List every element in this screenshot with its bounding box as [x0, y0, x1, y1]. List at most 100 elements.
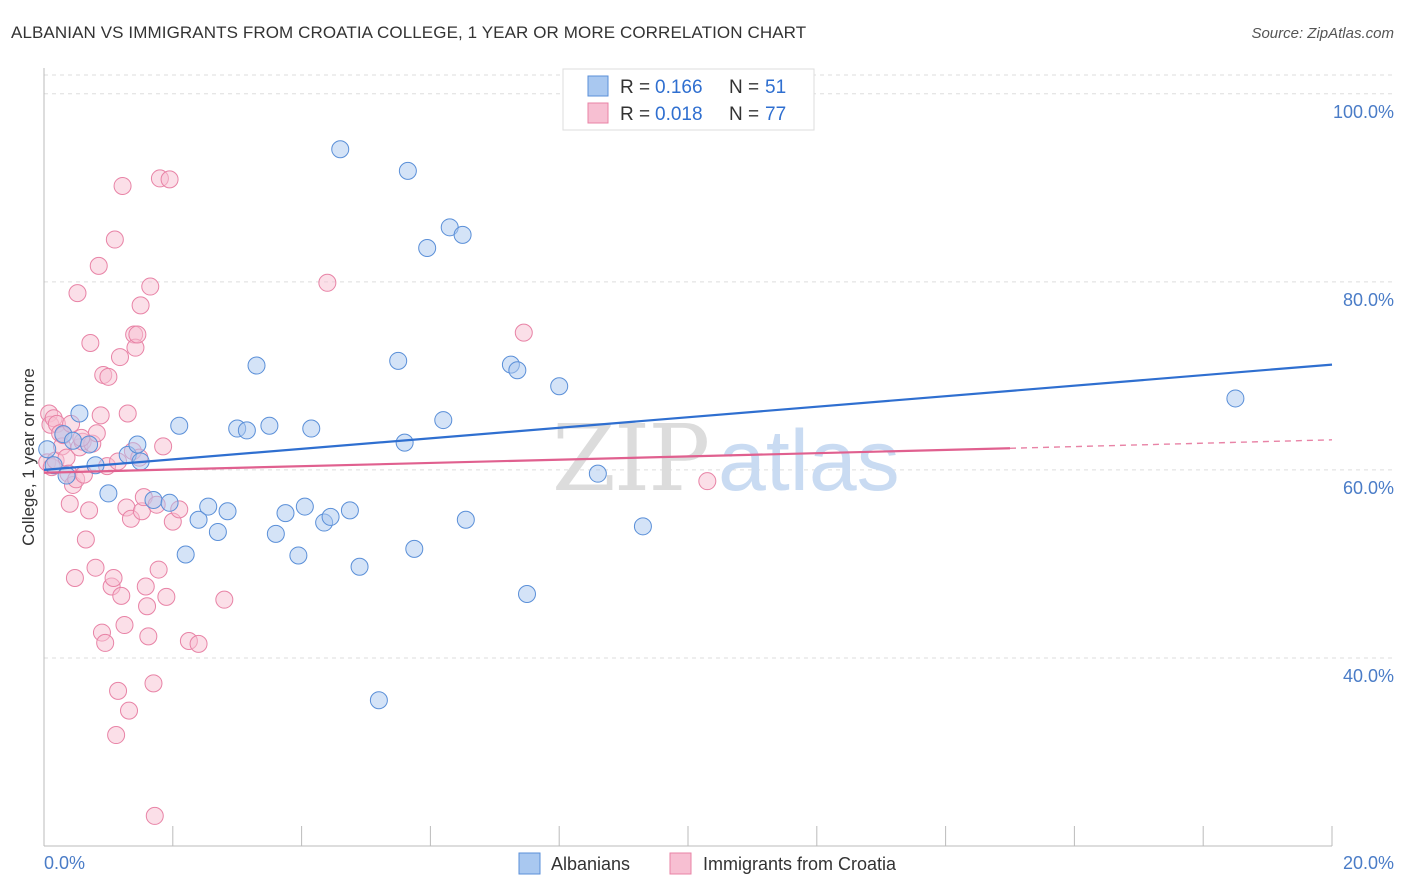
albanians-point-33 [350, 557, 369, 576]
legend-r-label-croatia: R = [620, 104, 650, 125]
bottom-legend-label-croatia: Immigrants from Croatia [703, 854, 897, 874]
albanians-point-38 [405, 539, 424, 558]
albanians-point-16 [189, 510, 208, 529]
croatia-point-55 [136, 577, 155, 596]
albanians-point-10 [128, 435, 147, 454]
legend-n-value-croatia: 77 [765, 104, 786, 125]
croatia-point-64 [154, 437, 173, 456]
albanians-point-36 [395, 433, 414, 452]
albanians-point-6 [80, 435, 99, 454]
y-tick-label-0: 40.0% [1343, 666, 1394, 686]
albanians-point-19 [218, 502, 237, 521]
legend-swatch-albanians [587, 75, 609, 97]
bottom-legend-label-albanians: Albanians [551, 854, 630, 874]
albanians-point-45 [508, 361, 527, 380]
albanians-point-35 [389, 351, 408, 370]
albanians-point-47 [550, 377, 569, 396]
croatia-point-33 [99, 367, 118, 386]
croatia-point-44 [118, 404, 137, 423]
croatia-point-66 [160, 170, 179, 189]
croatia-point-71 [215, 590, 234, 609]
croatia-point-65 [157, 587, 176, 606]
croatia-point-72 [318, 273, 337, 292]
albanians-point-21 [237, 421, 256, 440]
albanians-point-28 [302, 419, 321, 438]
legend-r-value-croatia: 0.018 [655, 104, 703, 125]
croatia-point-45 [120, 701, 139, 720]
albanians-point-31 [331, 140, 350, 159]
croatia-point-57 [139, 627, 158, 646]
legend-n-label-albanians: N = [729, 77, 759, 98]
watermark-atlas: atlas [718, 413, 900, 509]
albanians-point-34 [369, 691, 388, 710]
y-tick-labels: 40.0% 60.0% 80.0% 100.0% [1333, 102, 1394, 686]
albanians-point-43 [456, 510, 475, 529]
croatia-point-62 [149, 560, 168, 579]
y-axis-label: College, 1 year or more [19, 368, 38, 546]
croatia-point-21 [76, 530, 95, 549]
albanians-point-39 [418, 239, 437, 258]
watermark: ZIP atlas [552, 405, 900, 512]
legend-n-label-croatia: N = [729, 104, 759, 125]
croatia-point-23 [81, 333, 100, 352]
croatia-point-56 [138, 597, 157, 616]
croatia-point-37 [107, 726, 126, 745]
croatia-point-35 [104, 569, 123, 588]
albanians-point-37 [398, 161, 417, 180]
croatia-point-42 [115, 616, 134, 635]
croatia-point-52 [131, 296, 150, 315]
croatia-point-38 [109, 681, 128, 700]
albanians-point-14 [170, 416, 189, 435]
albanians-point-12 [144, 490, 163, 509]
series-albanians [38, 140, 1245, 710]
albanians-point-26 [289, 546, 308, 565]
albanians-point-42 [453, 225, 472, 244]
albanians-point-5 [70, 404, 89, 423]
croatia-point-36 [105, 230, 124, 249]
albanians-point-46 [518, 585, 536, 604]
x-tick-label-min: 0.0% [44, 853, 85, 873]
croatia-point-28 [91, 406, 110, 425]
albanians-point-15 [176, 545, 195, 564]
y-tick-label-1: 60.0% [1343, 478, 1394, 498]
croatia-point-70 [189, 634, 208, 653]
croatia-point-50 [128, 325, 147, 344]
x-tick-marks [43, 826, 1333, 846]
albanians-point-24 [266, 524, 285, 543]
albanians-point-27 [295, 497, 314, 516]
croatia-point-12 [60, 494, 79, 513]
trend-line-albanians [43, 363, 1333, 471]
croatia-point-60 [145, 806, 164, 825]
legend-r-label-albanians: R = [620, 77, 650, 98]
albanians-point-0 [38, 440, 57, 459]
albanians-point-22 [247, 356, 266, 375]
trend-line-immigrants-from-croatia [43, 447, 1011, 474]
albanians-point-48 [588, 464, 607, 483]
legend: R = 0.166 N = 51 R = 0.018 N = 77 [562, 68, 815, 131]
croatia-point-31 [96, 633, 115, 652]
croatia-point-22 [80, 501, 99, 520]
bottom-legend-swatch-immigrants-from-croatia [669, 852, 692, 875]
croatia-point-17 [68, 284, 87, 303]
croatia-point-40 [112, 586, 131, 605]
croatia-point-41 [113, 176, 132, 195]
albanians-point-32 [340, 501, 359, 520]
albanians-point-30 [321, 507, 340, 526]
albanians-point-13 [160, 493, 179, 512]
y-tick-label-2: 80.0% [1343, 290, 1394, 310]
albanians-point-17 [199, 497, 218, 516]
albanians-point-25 [276, 504, 295, 523]
legend-n-value-albanians: 51 [765, 77, 786, 98]
croatia-point-25 [86, 558, 105, 577]
chart-title: ALBANIAN VS IMMIGRANTS FROM CROATIA COLL… [11, 23, 806, 42]
croatia-point-74 [698, 472, 717, 491]
croatia-point-39 [110, 348, 129, 367]
albanians-point-4 [63, 431, 82, 450]
albanians-point-18 [208, 522, 227, 541]
y-tick-label-3: 100.0% [1333, 102, 1394, 122]
legend-r-value-albanians: 0.166 [655, 77, 703, 98]
x-tick-label-max: 20.0% [1343, 853, 1394, 873]
legend-swatch-immigrants-from-croatia [587, 102, 609, 124]
grid [44, 74, 1392, 659]
